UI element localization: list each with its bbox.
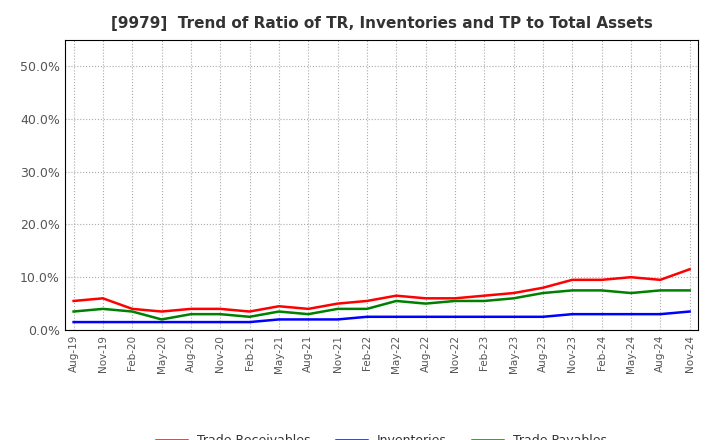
Inventories (626, 312, 635, 317)
Trade Receivables (333, 301, 342, 306)
Trade Receivables (685, 267, 694, 272)
Trade Receivables (128, 306, 137, 312)
Trade Payables (421, 301, 430, 306)
Inventories (216, 319, 225, 325)
Inventories (685, 309, 694, 314)
Inventories (392, 314, 400, 319)
Trade Receivables (216, 306, 225, 312)
Trade Receivables (69, 298, 78, 304)
Trade Payables (626, 290, 635, 296)
Trade Receivables (186, 306, 195, 312)
Inventories (656, 312, 665, 317)
Trade Receivables (304, 306, 312, 312)
Trade Receivables (626, 275, 635, 280)
Inventories (539, 314, 547, 319)
Trade Payables (304, 312, 312, 317)
Inventories (157, 319, 166, 325)
Trade Payables (656, 288, 665, 293)
Trade Payables (685, 288, 694, 293)
Trade Payables (69, 309, 78, 314)
Line: Inventories: Inventories (73, 312, 690, 322)
Inventories (363, 314, 372, 319)
Trade Payables (157, 317, 166, 322)
Trade Receivables (451, 296, 459, 301)
Line: Trade Payables: Trade Payables (73, 290, 690, 319)
Trade Receivables (568, 277, 577, 282)
Trade Receivables (598, 277, 606, 282)
Title: [9979]  Trend of Ratio of TR, Inventories and TP to Total Assets: [9979] Trend of Ratio of TR, Inventories… (111, 16, 652, 32)
Trade Receivables (99, 296, 107, 301)
Inventories (333, 317, 342, 322)
Trade Payables (451, 298, 459, 304)
Inventories (304, 317, 312, 322)
Trade Receivables (656, 277, 665, 282)
Trade Receivables (392, 293, 400, 298)
Trade Payables (598, 288, 606, 293)
Trade Payables (568, 288, 577, 293)
Inventories (509, 314, 518, 319)
Trade Receivables (274, 304, 283, 309)
Trade Receivables (480, 293, 489, 298)
Trade Payables (509, 296, 518, 301)
Trade Payables (99, 306, 107, 312)
Legend: Trade Receivables, Inventories, Trade Payables: Trade Receivables, Inventories, Trade Pa… (151, 429, 612, 440)
Inventories (69, 319, 78, 325)
Trade Payables (128, 309, 137, 314)
Trade Receivables (363, 298, 372, 304)
Trade Receivables (421, 296, 430, 301)
Inventories (128, 319, 137, 325)
Inventories (480, 314, 489, 319)
Trade Payables (333, 306, 342, 312)
Line: Trade Receivables: Trade Receivables (73, 269, 690, 312)
Trade Payables (274, 309, 283, 314)
Trade Receivables (157, 309, 166, 314)
Trade Payables (480, 298, 489, 304)
Trade Receivables (509, 290, 518, 296)
Trade Receivables (539, 285, 547, 290)
Trade Payables (246, 314, 254, 319)
Trade Payables (216, 312, 225, 317)
Inventories (598, 312, 606, 317)
Inventories (99, 319, 107, 325)
Inventories (568, 312, 577, 317)
Inventories (246, 319, 254, 325)
Trade Payables (186, 312, 195, 317)
Inventories (421, 314, 430, 319)
Inventories (186, 319, 195, 325)
Trade Payables (392, 298, 400, 304)
Inventories (451, 314, 459, 319)
Trade Payables (539, 290, 547, 296)
Inventories (274, 317, 283, 322)
Trade Receivables (246, 309, 254, 314)
Trade Payables (363, 306, 372, 312)
